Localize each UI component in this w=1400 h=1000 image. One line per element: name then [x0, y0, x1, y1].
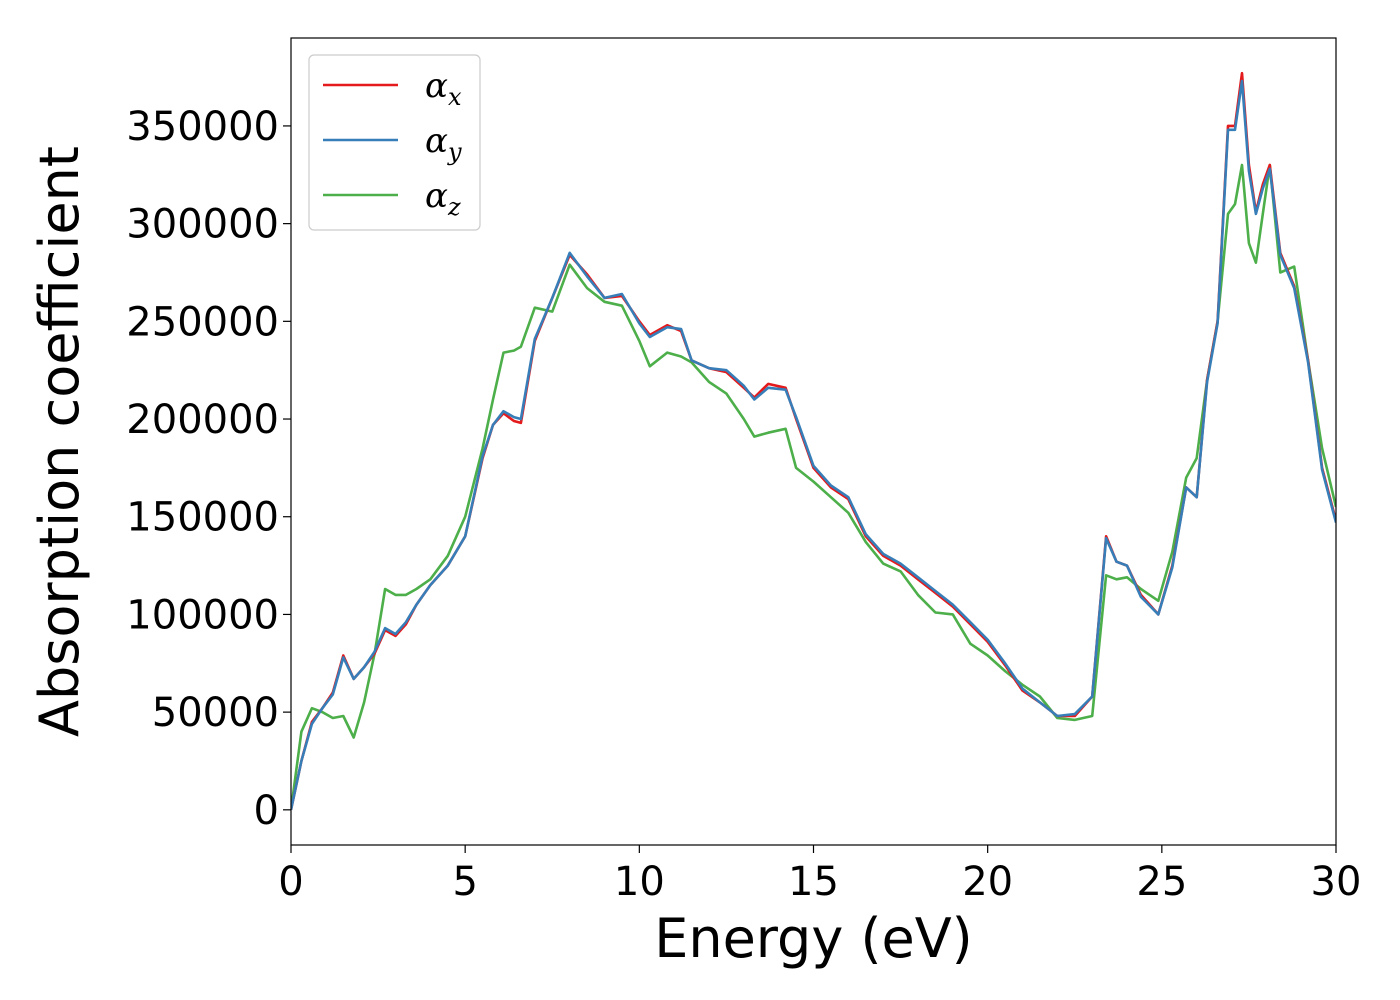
x-tick-label: 20 [962, 859, 1013, 905]
legend-label-subscript: z [447, 193, 461, 221]
x-tick-label: 25 [1136, 859, 1187, 905]
x-tick-label: 0 [278, 859, 303, 905]
y-ticks: 0 50000 100000 150000 200000 250000 300000 3500… [126, 104, 291, 834]
legend-label-base: α [425, 176, 448, 216]
x-axis-label: Energy (eV) [654, 907, 973, 970]
legend-label-base: α [425, 66, 448, 106]
x-tick-label: 15 [788, 859, 839, 905]
x-tick-label: 5 [452, 859, 477, 905]
x-tick-label: 10 [614, 859, 665, 905]
series-line-y [291, 79, 1336, 811]
y-tick-label: 300000 [126, 202, 279, 248]
y-tick-label: 100000 [126, 592, 279, 638]
series-layer [291, 71, 1336, 811]
y-tick-label: 50000 [152, 690, 279, 736]
legend-box [308, 54, 481, 231]
y-tick-label: 150000 [126, 495, 279, 541]
legend-label-subscript: y [447, 138, 462, 166]
y-axis-label: Absorption coefficient [28, 146, 91, 737]
legend-label-base: α [425, 121, 448, 161]
x-tick-label: 30 [1311, 859, 1362, 905]
y-tick-label: 350000 [126, 104, 279, 150]
y-tick-label: 0 [254, 788, 279, 834]
legend-label-x: αx [425, 66, 462, 111]
legend-label-z: αz [425, 176, 461, 221]
legend-label-y: αy [425, 121, 462, 166]
legend-label-subscript: x [448, 83, 462, 111]
series-line-z [291, 163, 1336, 810]
x-ticks: 0 5 10 15 20 25 30 [278, 845, 1361, 905]
y-tick-label: 200000 [126, 397, 279, 443]
y-tick-label: 250000 [126, 299, 279, 345]
